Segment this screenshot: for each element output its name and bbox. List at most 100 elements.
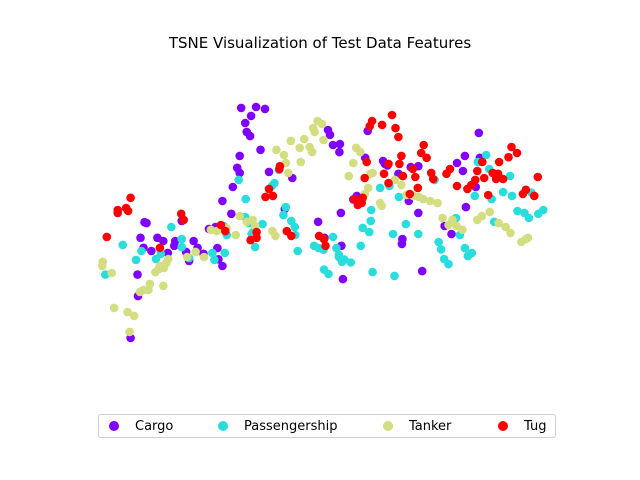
point-tanker-34 [284,168,293,178]
point-tanker-47 [349,158,358,168]
point-tanker-38 [299,134,309,144]
point-cargo-50 [338,274,348,284]
point-tanker-63 [425,196,435,206]
point-tanker-20 [199,252,209,262]
point-tug-8 [179,215,188,225]
point-cargo-26 [228,182,238,192]
point-cargo-31 [240,118,250,128]
point-tanker-51 [363,183,373,193]
series-tug [102,110,543,253]
point-passengership-58 [434,237,443,247]
point-tanker-72 [485,207,495,217]
point-cargo-38 [264,167,274,177]
point-passengership-45 [358,223,368,233]
point-passengership-48 [366,205,376,215]
point-tug-40 [397,151,406,161]
legend-marker-passengership [218,421,228,431]
point-tug-52 [445,164,455,174]
point-tug-6 [155,243,165,253]
point-tanker-55 [377,201,386,211]
point-cargo-71 [461,202,471,212]
point-tug-2 [113,205,122,215]
point-cargo-30 [236,103,246,113]
point-tug-45 [413,183,423,193]
chart-title: TSNE Visualization of Test Data Features [168,34,472,52]
point-tug-28 [360,173,370,183]
point-cargo-35 [246,111,256,121]
point-passengership-61 [444,259,453,269]
point-passengership-43 [346,258,356,267]
point-tug-9 [216,220,226,230]
point-passengership-3 [137,246,146,256]
point-tug-48 [422,153,432,163]
point-tanker-13 [159,281,168,291]
legend-marker-tanker [383,421,393,431]
point-tanker-67 [448,215,457,225]
point-cargo-29 [235,168,244,178]
point-passengership-2 [131,255,141,265]
point-tug-57 [473,166,482,176]
point-tanker-3 [109,303,119,313]
point-cargo-9 [159,236,168,246]
point-passengership-47 [366,216,376,226]
point-tug-47 [419,140,429,150]
point-tug-35 [384,178,393,188]
point-tanker-56 [390,175,400,185]
point-passengership-21 [250,242,260,252]
point-passengership-76 [513,206,522,216]
point-tanker-5 [125,327,134,337]
point-tanker-4 [123,307,132,317]
point-cargo-28 [235,151,244,161]
point-passengership-55 [401,219,411,229]
point-cargo-25 [227,209,236,219]
point-tug-16 [268,191,278,201]
legend-label-cargo: Cargo [135,418,174,434]
point-tug-44 [411,172,420,182]
point-tanker-69 [458,225,467,235]
point-tug-39 [395,159,404,169]
legend-item-tanker: Tanker [383,419,498,434]
point-tanker-44 [317,119,327,129]
point-tanker-17 [164,254,173,264]
point-passengership-15 [234,175,243,185]
point-tug-60 [483,190,493,200]
point-tug-18 [275,161,285,171]
point-tug-27 [358,193,368,203]
point-tanker-53 [368,168,377,178]
point-tug-67 [507,142,516,152]
point-tanker-42 [310,127,319,137]
point-tanker-65 [438,213,447,223]
point-passengership-75 [507,191,517,201]
point-tug-37 [391,123,400,133]
point-tug-59 [479,173,489,183]
point-passengership-37 [328,232,338,242]
point-tanker-49 [355,147,365,157]
point-tanker-24 [231,230,240,240]
point-tug-32 [377,120,387,130]
point-tanker-73 [494,218,503,228]
point-tug-72 [533,172,543,182]
point-tug-4 [123,206,133,216]
legend-label-passengership: Passengership [244,418,338,434]
point-passengership-54 [394,192,404,202]
legend-label-tug: Tug [524,418,547,434]
legend-item-tug: Tug [498,419,556,434]
point-passengership-7 [177,234,186,244]
point-tanker-25 [235,211,244,221]
point-tanker-18 [182,252,192,262]
point-tug-68 [512,148,522,158]
point-tanker-57 [397,180,406,190]
series-tanker [98,116,533,337]
point-tanker-36 [296,157,306,167]
point-tug-36 [387,110,397,120]
point-cargo-33 [245,131,255,141]
point-tanker-22 [212,226,222,236]
point-tanker-30 [271,231,280,241]
point-passengership-66 [467,248,477,258]
point-tanker-74 [501,222,510,232]
point-passengership-73 [498,187,508,197]
legend-item-passengership: Passengership [218,419,383,434]
point-passengership-81 [539,205,548,215]
point-tanker-2 [107,268,116,278]
point-tug-41 [398,171,408,181]
